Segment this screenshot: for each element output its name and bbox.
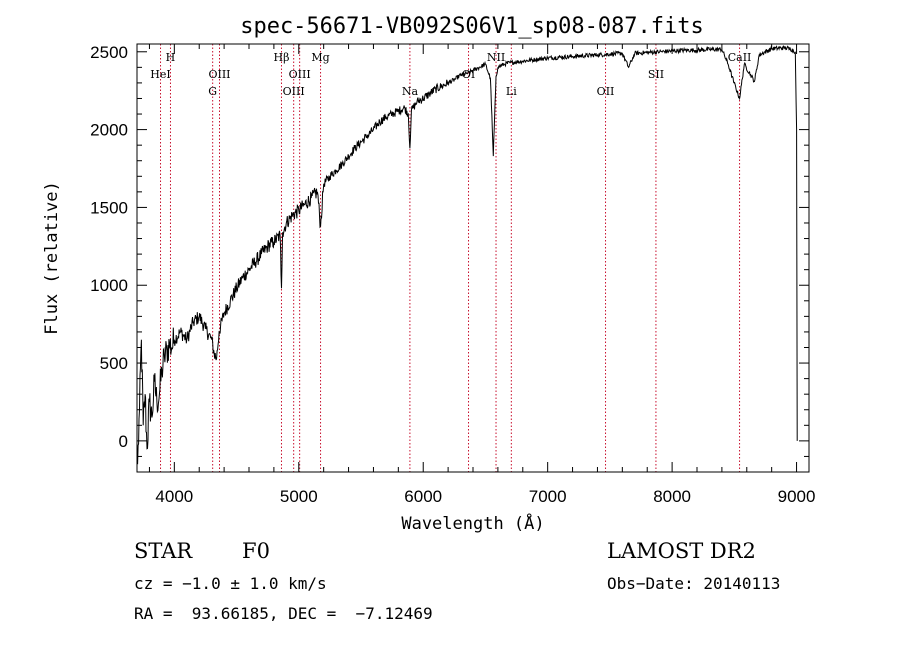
survey-name: LAMOST DR2 [607, 539, 756, 563]
spectral-line-label: SII [648, 68, 664, 81]
spectral-line-label: CaII [728, 51, 752, 64]
spectral-line-label: OIII [283, 85, 305, 98]
x-tick-label: 7000 [529, 487, 567, 506]
chart-title: spec-56671-VB092S06V1_sp08-087.fits [240, 14, 704, 39]
object-class: STAR [134, 539, 193, 563]
spectral-line-label: Li [506, 85, 517, 98]
y-axis-label: Flux (relative) [42, 181, 62, 335]
y-tick-label: 1500 [90, 198, 128, 217]
spectral-line-label: H [166, 51, 176, 64]
spectral-line-label: OIII [289, 68, 311, 81]
x-tick-label: 4000 [155, 487, 193, 506]
y-tick-label: 0 [119, 432, 128, 451]
plot-frame [136, 43, 810, 473]
spectral-line-label: OIII [208, 68, 230, 81]
coordinates-info: RA = 93.66185, DEC = −7.12469 [134, 604, 433, 623]
x-tick-label: 5000 [280, 487, 318, 506]
observation-date: Obs−Date: 20140113 [607, 574, 781, 593]
y-tick-label: 1000 [90, 276, 128, 295]
spectrum-series [137, 45, 798, 465]
y-tick-label: 2500 [90, 43, 128, 62]
x-tick-label: 9000 [778, 487, 816, 506]
spectral-line-label: OII [597, 85, 615, 98]
spectrum-chart: spec-56671-VB092S06V1_sp08-087.fits HeI H… [42, 14, 816, 534]
spectral-line-label: Na [402, 85, 419, 98]
x-tick-label: 8000 [653, 487, 691, 506]
y-axis-ticks: 0 500 1000 1500 2000 2500 [90, 43, 809, 457]
spectral-line-label: HeI [150, 68, 170, 81]
x-tick-label: 6000 [404, 487, 442, 506]
spectral-line-label: Mg [311, 51, 329, 64]
y-tick-label: 500 [100, 354, 128, 373]
x-axis-label: Wavelength (Å) [401, 512, 544, 534]
spectral-line-label: NII [487, 51, 505, 64]
redshift-info: cz = −1.0 ± 1.0 km/s [134, 574, 327, 593]
spectrum-line [137, 45, 798, 465]
spectral-subclass: F0 [242, 539, 270, 563]
spectral-line-label: Hβ [274, 51, 290, 64]
y-tick-label: 2000 [90, 121, 128, 140]
spectral-line-label: G [208, 85, 217, 98]
x-axis-ticks: 4000 5000 6000 7000 8000 9000 [148, 44, 816, 506]
